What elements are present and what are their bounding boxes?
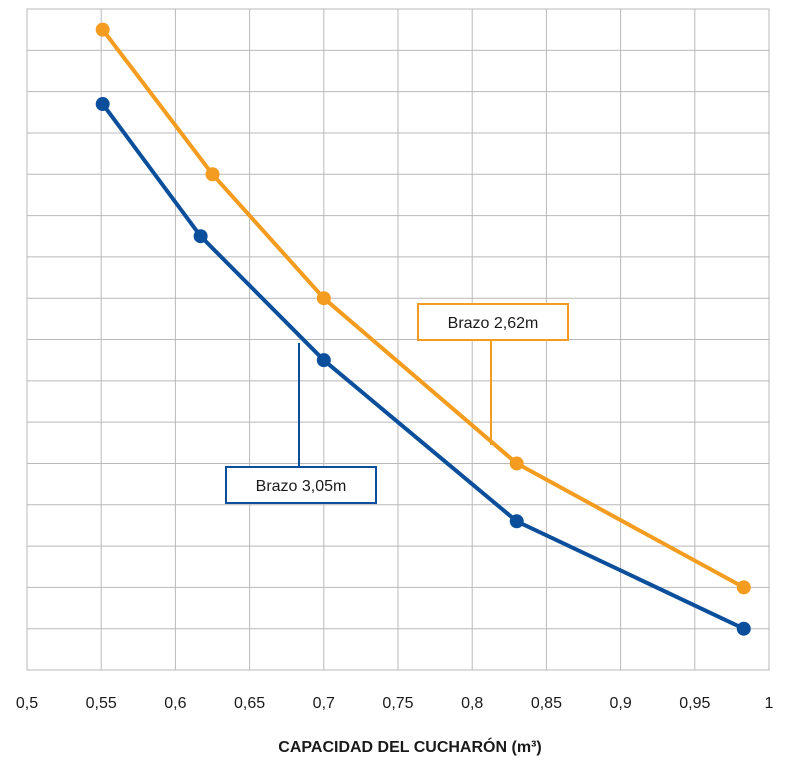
x-tick-label: 0,75 <box>382 695 413 712</box>
x-axis-ticks: 0,5 0,55 0,6 0,65 0,7 0,75 0,8 0,85 0,9 0,95 1 <box>16 695 774 712</box>
series-0 <box>95 22 751 595</box>
plot-area-border <box>26 8 770 671</box>
callout-brazo-305: Brazo 3,05m <box>225 343 377 504</box>
series-layer <box>95 22 751 636</box>
callout-brazo-262: Brazo 2,62m <box>417 303 569 445</box>
data-point <box>193 229 208 244</box>
x-tick-label: 0,55 <box>86 695 117 712</box>
callout-box-brazo-262 <box>417 303 569 341</box>
callout-box-brazo-305 <box>225 466 377 504</box>
series-callouts: Brazo 2,62m Brazo 3,05m <box>225 303 569 504</box>
grid <box>26 8 770 671</box>
legend-label-brazo-305: Brazo 3,05m <box>256 478 347 495</box>
data-point <box>736 580 751 595</box>
data-point <box>509 456 524 471</box>
data-point <box>316 291 331 306</box>
data-point <box>736 621 751 636</box>
data-point <box>205 167 220 182</box>
x-tick-label: 0,6 <box>164 695 186 712</box>
x-tick-label: 0,65 <box>234 695 265 712</box>
data-point <box>95 22 110 37</box>
x-tick-label: 0,5 <box>16 695 38 712</box>
x-tick-label: 1 <box>765 695 774 712</box>
legend-label-brazo-262: Brazo 2,62m <box>448 315 539 332</box>
x-tick-label: 0,95 <box>679 695 710 712</box>
x-axis-label: CAPACIDAD DEL CUCHARÓN (m³) <box>278 737 541 756</box>
series-1 <box>95 97 751 636</box>
data-point <box>316 353 331 368</box>
x-tick-label: 0,9 <box>609 695 631 712</box>
x-tick-label: 0,7 <box>313 695 335 712</box>
data-point <box>509 514 524 529</box>
x-tick-label: 0,85 <box>531 695 562 712</box>
series-line <box>100 102 746 631</box>
x-tick-label: 0,8 <box>461 695 483 712</box>
data-point <box>95 97 110 112</box>
